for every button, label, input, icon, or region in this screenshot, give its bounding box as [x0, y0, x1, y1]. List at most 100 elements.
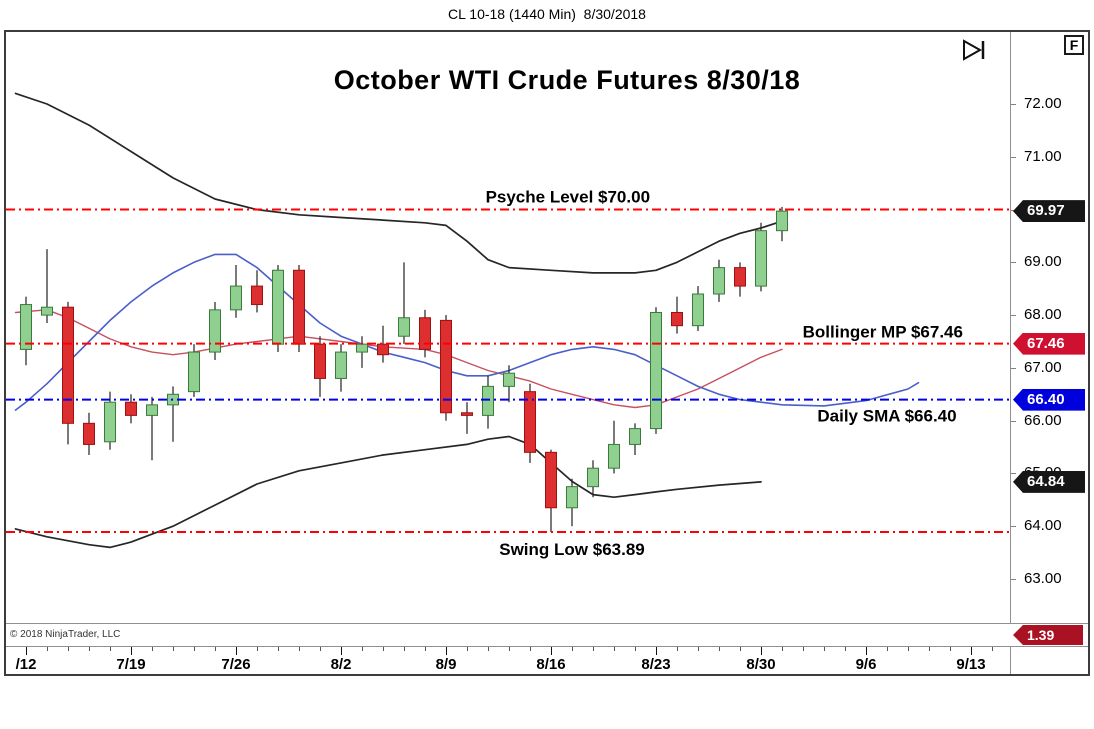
price-badge: 64.84 [1013, 470, 1085, 493]
time-tick-mark [47, 647, 48, 651]
price-tick-mark [1011, 526, 1016, 528]
time-tick-mark [761, 647, 762, 655]
candle-body [461, 412, 473, 416]
candle-body [146, 404, 158, 416]
candle-body [398, 317, 410, 337]
time-tick-mark [992, 647, 993, 651]
price-tick-label: 68.00 [1024, 306, 1062, 324]
time-axis-label: 9/13 [956, 656, 986, 673]
candle-body [125, 401, 137, 416]
time-tick-mark [614, 647, 615, 651]
candle-body [104, 401, 116, 443]
time-tick-mark [803, 647, 804, 651]
time-tick-mark [194, 647, 195, 651]
time-tick-mark [929, 647, 930, 651]
time-tick-mark [320, 647, 321, 651]
candle-body [608, 443, 620, 469]
candle-body [692, 293, 704, 327]
time-tick-mark [299, 647, 300, 651]
level-label: Psyche Level $70.00 [486, 188, 650, 207]
time-tick-mark [341, 647, 342, 655]
chart-plot-area[interactable]: Psyche Level $70.00 Bollinger MP $67.46 Da… [6, 32, 1010, 623]
time-tick-mark [173, 647, 174, 651]
candle-body [734, 267, 746, 287]
time-axis[interactable]: /12 7/19 7/26 8/2 8/9 8/16 8/23 8/30 9/6 9/13 [6, 647, 1088, 674]
time-tick-mark [278, 647, 279, 651]
price-tick-label: 67.00 [1024, 358, 1062, 376]
time-tick-mark [824, 647, 825, 651]
time-tick-mark [383, 647, 384, 651]
indicator-value-badge: 1.39 [1013, 625, 1083, 645]
price-badge: 69.97 [1013, 200, 1085, 223]
price-tick-mark [1011, 473, 1016, 475]
candle-body [62, 306, 74, 424]
time-tick-mark [236, 647, 237, 655]
candle-body [587, 467, 599, 488]
price-tick-mark [1011, 579, 1016, 581]
level-label: Swing Low $63.89 [499, 540, 645, 559]
time-tick-mark [887, 647, 888, 651]
time-tick-mark [593, 647, 594, 651]
level-label: Bollinger MP $67.46 [803, 323, 963, 342]
candle-body [524, 391, 536, 453]
time-axis-label: 8/16 [536, 656, 566, 673]
candle-body [776, 210, 788, 232]
candle-body [41, 306, 53, 316]
window-title: CL 10-18 (1440 Min) 8/30/2018 [448, 6, 646, 22]
candle-body [20, 304, 32, 350]
level-label: Daily SMA $66.40 [817, 407, 956, 426]
price-tick-mark [1011, 315, 1016, 317]
time-tick-mark [866, 647, 867, 655]
chart-f-button[interactable]: F [1064, 35, 1084, 55]
price-tick-mark [1011, 104, 1016, 105]
candle-body [629, 428, 641, 445]
chart-frame: Psyche Level $70.00 Bollinger MP $67.46 Da… [4, 30, 1090, 676]
time-tick-mark [26, 647, 27, 655]
candle-body [713, 267, 725, 295]
price-tick-mark [1011, 262, 1016, 264]
price-tick-label: 64.00 [1024, 517, 1062, 535]
indicator-panel: © 2018 NinjaTrader, LLC [6, 623, 1088, 647]
time-tick-mark [488, 647, 489, 651]
candle-body [419, 317, 431, 350]
price-axis[interactable]: 72.0071.0070.0069.0068.0067.0066.0065.00… [1010, 32, 1089, 674]
candle-body [755, 230, 767, 287]
time-axis-label: 9/6 [855, 656, 877, 673]
chart-canvas: Psyche Level $70.00 Bollinger MP $67.46 Da… [6, 92, 1010, 559]
candle-body [335, 351, 347, 379]
candle-body [566, 486, 578, 509]
time-tick-mark [635, 647, 636, 651]
price-tick-mark [1011, 156, 1016, 158]
candle-body [272, 269, 284, 345]
time-tick-mark [698, 647, 699, 651]
candle-body [377, 343, 389, 356]
time-tick-mark [740, 647, 741, 651]
time-tick-mark [131, 647, 132, 655]
time-tick-mark [425, 647, 426, 651]
price-tick-label: 69.00 [1024, 253, 1062, 271]
time-tick-mark [110, 647, 111, 651]
time-tick-mark [950, 647, 951, 651]
go-to-end-icon[interactable] [960, 38, 992, 62]
candle-body [440, 319, 452, 414]
time-tick-mark [530, 647, 531, 651]
price-badge: 66.40 [1013, 388, 1085, 411]
time-axis-label: 8/9 [435, 656, 457, 673]
price-tick-label: 71.00 [1024, 147, 1062, 165]
time-tick-mark [971, 647, 972, 655]
time-tick-mark [656, 647, 657, 655]
time-tick-mark [152, 647, 153, 651]
candle-body [83, 422, 95, 445]
candle-body [650, 311, 662, 430]
time-axis-label: 7/26 [221, 656, 251, 673]
price-tick-label: 63.00 [1024, 570, 1062, 588]
time-axis-label: 8/30 [746, 656, 776, 673]
overlay-bollinger-upper-band [14, 92, 783, 274]
candle-body [482, 385, 494, 416]
overlay-bollinger-midline-red [14, 309, 783, 409]
time-tick-mark [467, 647, 468, 651]
price-tick-label: 66.00 [1024, 411, 1062, 429]
candle-body [545, 451, 557, 509]
time-axis-label: 8/2 [330, 656, 352, 673]
